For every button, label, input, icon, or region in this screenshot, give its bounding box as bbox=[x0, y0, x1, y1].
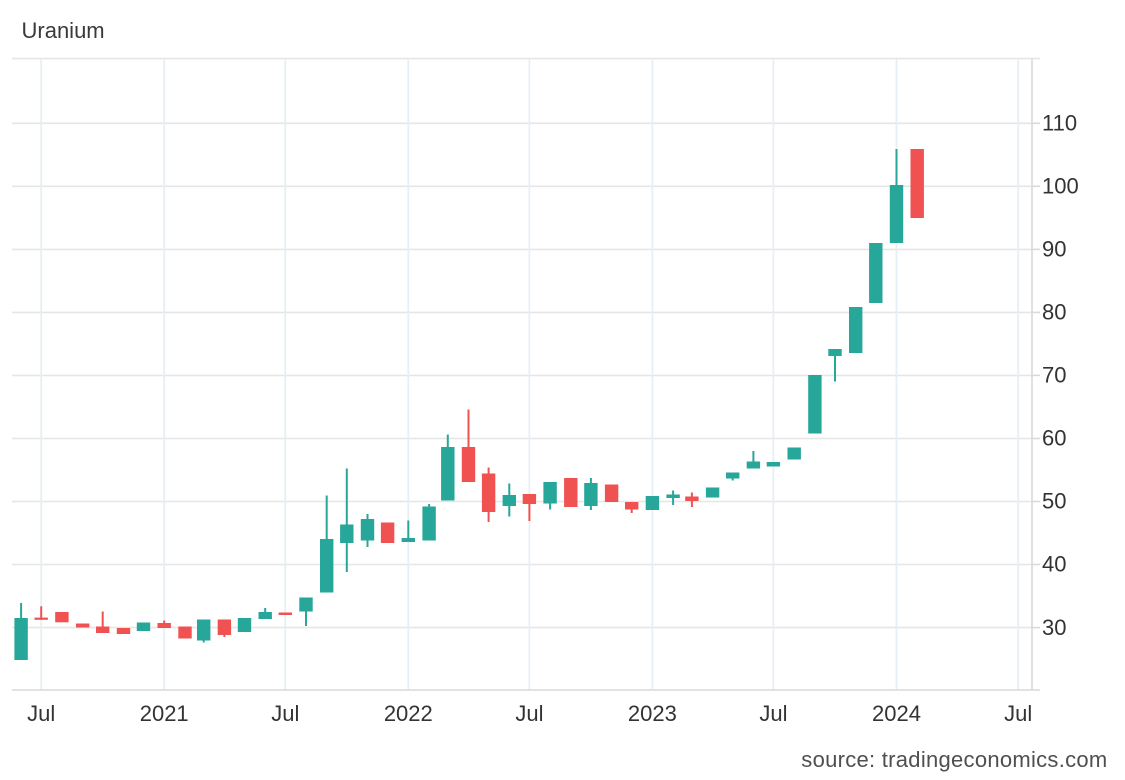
svg-text:70: 70 bbox=[1042, 363, 1066, 388]
svg-text:Jul: Jul bbox=[759, 701, 787, 726]
svg-text:Jul: Jul bbox=[271, 701, 299, 726]
svg-text:Jul: Jul bbox=[515, 701, 543, 726]
svg-text:100: 100 bbox=[1042, 174, 1079, 199]
svg-text:Jul: Jul bbox=[1004, 701, 1032, 726]
svg-text:2024: 2024 bbox=[872, 701, 921, 726]
svg-text:60: 60 bbox=[1042, 426, 1066, 451]
svg-text:40: 40 bbox=[1042, 552, 1066, 577]
svg-text:30: 30 bbox=[1042, 615, 1066, 640]
svg-text:50: 50 bbox=[1042, 489, 1066, 514]
svg-text:2023: 2023 bbox=[628, 701, 677, 726]
svg-text:110: 110 bbox=[1042, 111, 1077, 136]
svg-text:Uranium: Uranium bbox=[22, 18, 105, 43]
svg-text:2022: 2022 bbox=[384, 701, 433, 726]
svg-text:Jul: Jul bbox=[27, 701, 55, 726]
svg-text:2021: 2021 bbox=[140, 701, 189, 726]
svg-text:80: 80 bbox=[1042, 300, 1066, 325]
svg-text:90: 90 bbox=[1042, 237, 1066, 262]
svg-text:source: tradingeconomics.com: source: tradingeconomics.com bbox=[801, 747, 1107, 772]
